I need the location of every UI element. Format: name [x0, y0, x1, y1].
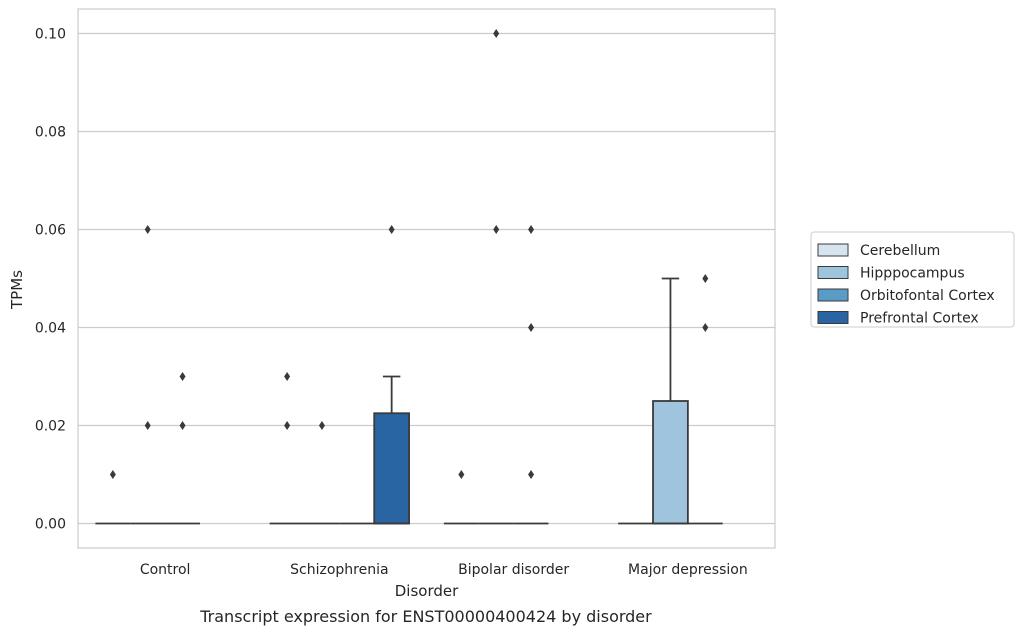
plot-frame	[77, 8, 776, 549]
x-tick-label: Schizophrenia	[290, 562, 388, 578]
box-group	[478, 29, 514, 525]
y-tick-label: 0.10	[35, 27, 66, 43]
box-marks	[95, 29, 723, 525]
outlier-point	[493, 29, 500, 38]
outlier-point	[109, 470, 116, 479]
y-tick-label: 0.02	[35, 419, 66, 435]
box-group	[269, 372, 305, 525]
box-group	[373, 225, 410, 525]
outlier-point	[318, 421, 325, 430]
outlier-point	[179, 421, 186, 430]
x-axis-label: Disorder	[395, 582, 459, 600]
legend-swatch	[817, 288, 849, 302]
y-tick-label: 0.06	[35, 223, 66, 239]
box-group	[513, 225, 549, 525]
outlier-point	[179, 372, 186, 381]
box-iqr	[373, 412, 410, 525]
x-tick-label: Major depression	[628, 562, 748, 578]
outlier-point	[458, 470, 465, 479]
legend-label: Hipppocampus	[860, 266, 965, 282]
legend-swatch	[817, 311, 849, 324]
outlier-point	[528, 323, 535, 332]
y-axis-label: TPMs	[8, 270, 26, 310]
x-axis-ticks: Control Schizophrenia Bipolar disorder Majo…	[140, 562, 748, 578]
legend: Cerebellum Hipppocampus Orbitofontal Corte…	[810, 231, 1015, 328]
y-tick-label: 0.04	[35, 321, 66, 337]
outlier-point	[144, 421, 151, 430]
legend-label: Orbitofontal Cortex	[860, 288, 995, 304]
outlier-point	[284, 421, 291, 430]
legend-label: Prefrontal Cortex	[860, 311, 979, 327]
box-group	[304, 421, 340, 525]
outlier-point	[144, 225, 151, 234]
box-group	[165, 372, 200, 525]
legend-label: Cerebellum	[860, 243, 940, 259]
box-group	[443, 470, 479, 525]
outlier-point	[528, 470, 535, 479]
y-axis-ticks: 0.00 0.02 0.04 0.06 0.08 0.10	[35, 27, 66, 533]
box-group	[652, 277, 689, 525]
y-tick-label: 0.08	[35, 125, 66, 141]
y-tick-label: 0.00	[35, 517, 66, 533]
legend-swatch	[817, 266, 849, 279]
outlier-point	[702, 274, 709, 283]
chart-caption: Transcript expression for ENST0000040042…	[199, 607, 652, 626]
box-group	[687, 274, 723, 525]
legend-swatch	[817, 243, 849, 257]
outlier-point	[702, 323, 709, 332]
x-tick-label: Bipolar disorder	[458, 562, 569, 578]
box-group	[95, 470, 131, 525]
outlier-point	[493, 225, 500, 234]
box-iqr	[652, 400, 689, 525]
box-group	[130, 225, 166, 525]
legend-box	[810, 231, 1015, 328]
outlier-point	[388, 225, 395, 234]
outlier-point	[284, 372, 291, 381]
outlier-point	[528, 225, 535, 234]
x-tick-label: Control	[140, 562, 191, 578]
